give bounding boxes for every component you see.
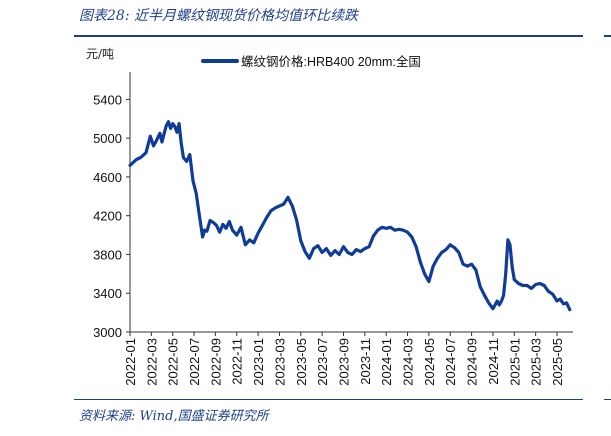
y-tick-label: 3800 xyxy=(93,247,122,262)
series-line-hrb400 xyxy=(128,120,572,312)
x-tick-label: 2024-07 xyxy=(443,338,458,386)
y-tick-label: 4600 xyxy=(93,170,122,185)
y-tick-label: 5000 xyxy=(93,131,122,146)
y-axis: 3000 3400 3800 4200 4600 5000 5400 xyxy=(93,72,131,340)
figure-title: 图表28: 近半月螺纹钢现货价格均值环比续跌 xyxy=(79,8,358,24)
footer-rule-mark xyxy=(604,399,611,400)
x-tick-label: 2022-03 xyxy=(144,338,159,386)
x-axis: 2022-01 2022-03 2022-05 2022-07 2022-09 2022-… xyxy=(123,331,573,386)
x-tick-label: 2024-01 xyxy=(379,338,394,386)
x-tick-label: 2025-01 xyxy=(507,338,522,386)
x-tick-label: 2022-09 xyxy=(208,338,223,386)
title-rule-mark xyxy=(604,35,611,37)
x-tick-label: 2023-09 xyxy=(336,338,351,386)
x-tick-label: 2024-11 xyxy=(486,338,501,385)
y-axis-unit-label: 元/吨 xyxy=(86,47,115,61)
y-tick-label: 5400 xyxy=(93,92,122,107)
x-tick-label: 2023-11 xyxy=(358,338,373,385)
x-tick-label: 2023-07 xyxy=(315,338,330,386)
x-tick-label: 2023-03 xyxy=(272,338,287,386)
x-tick-label: 2024-09 xyxy=(465,338,480,386)
x-tick-label: 2022-07 xyxy=(187,338,202,386)
x-tick-label: 2025-03 xyxy=(529,338,544,386)
x-tick-label: 2022-01 xyxy=(123,338,138,386)
x-tick-label: 2024-03 xyxy=(401,338,416,386)
x-tick-label: 2024-05 xyxy=(422,338,437,386)
x-tick-label: 2023-05 xyxy=(294,338,309,386)
y-tick-label: 3000 xyxy=(93,325,122,340)
title-rule xyxy=(74,35,583,37)
y-tick-label: 4200 xyxy=(93,209,122,224)
x-tick-label: 2025-05 xyxy=(550,338,565,386)
legend-label: 螺纹钢价格:HRB400 20mm:全国 xyxy=(241,54,421,69)
legend: 螺纹钢价格:HRB400 20mm:全国 xyxy=(201,54,421,69)
source-note: 资料来源: Wind,国盛证券研究所 xyxy=(79,409,269,424)
footer-rule xyxy=(74,399,583,400)
y-tick-label: 3400 xyxy=(93,286,122,301)
x-tick-label: 2022-11 xyxy=(230,338,245,385)
x-tick-label: 2022-05 xyxy=(166,338,181,386)
x-tick-label: 2023-01 xyxy=(251,338,266,386)
